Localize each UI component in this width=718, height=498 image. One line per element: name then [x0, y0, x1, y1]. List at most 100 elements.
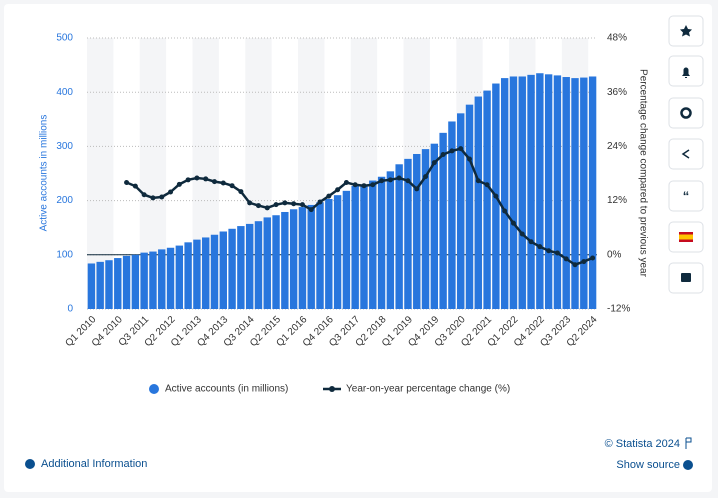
y-tick-label: 0	[67, 304, 73, 315]
bar	[500, 78, 509, 309]
copyright[interactable]: © Statista 2024	[605, 438, 680, 450]
point	[308, 207, 314, 213]
legend-label[interactable]: Active accounts (in millions)	[165, 384, 288, 395]
point	[458, 146, 464, 152]
point	[502, 208, 508, 214]
bar	[325, 198, 333, 309]
y-tick-label: 100	[56, 249, 73, 260]
point	[132, 183, 138, 189]
point	[449, 148, 455, 154]
point	[291, 201, 297, 207]
bar	[166, 247, 175, 309]
point	[554, 250, 560, 256]
point	[581, 259, 587, 265]
bar	[369, 180, 377, 309]
bar	[105, 260, 113, 309]
bar	[439, 132, 447, 309]
bar	[421, 149, 430, 309]
y-tick-label: 200	[56, 195, 73, 206]
bar	[448, 121, 456, 309]
point	[317, 199, 323, 205]
bar	[281, 211, 289, 309]
point	[379, 178, 385, 184]
bar	[465, 104, 474, 309]
bar	[87, 263, 96, 309]
y-axis-title: Active accounts in millions	[39, 115, 50, 232]
bar	[237, 226, 245, 309]
y2-tick-label: 0%	[607, 249, 622, 260]
bar	[263, 217, 271, 309]
bar	[333, 195, 342, 309]
point	[475, 178, 481, 184]
bar	[377, 176, 386, 309]
y-tick-label: 400	[56, 87, 73, 98]
gear-icon	[680, 107, 692, 119]
legend-swatch	[149, 384, 159, 394]
point	[405, 178, 411, 184]
point	[159, 194, 165, 200]
settings-button[interactable]	[668, 97, 704, 129]
bar	[351, 185, 359, 309]
point	[414, 186, 420, 192]
point	[255, 203, 261, 209]
point	[168, 189, 174, 195]
bar	[360, 184, 368, 309]
bar	[474, 96, 482, 309]
quote-icon: “	[683, 188, 690, 203]
bar	[553, 75, 562, 309]
sidebar: “	[668, 15, 704, 294]
bar	[536, 73, 544, 309]
point	[124, 180, 130, 186]
legend-label[interactable]: Year-on-year percentage change (%)	[346, 384, 510, 395]
bar	[210, 234, 219, 309]
share-button[interactable]	[668, 138, 704, 170]
y-tick-label: 300	[56, 141, 73, 152]
bar	[404, 158, 412, 309]
info-icon	[683, 460, 693, 470]
bar	[518, 76, 526, 310]
bar	[571, 78, 579, 309]
additional-information[interactable]: Additional Information	[41, 458, 147, 470]
point	[273, 202, 279, 208]
bell-icon	[682, 67, 690, 78]
bar	[588, 76, 597, 310]
bar	[483, 90, 491, 309]
point	[467, 156, 472, 162]
bar	[430, 143, 439, 309]
point	[343, 180, 349, 186]
bar	[413, 153, 421, 309]
show-source[interactable]: Show source	[616, 459, 680, 471]
bar	[245, 223, 254, 309]
point	[326, 193, 332, 199]
y-tick-label: 500	[56, 33, 73, 44]
point	[352, 182, 358, 188]
bar	[184, 242, 192, 309]
point	[510, 220, 516, 226]
legend-swatch	[329, 386, 335, 392]
cite-button[interactable]	[668, 180, 704, 212]
bar	[509, 76, 518, 310]
point	[361, 183, 367, 189]
point	[141, 192, 147, 198]
flag-icon	[685, 437, 692, 449]
point	[563, 256, 569, 262]
bar	[316, 202, 324, 309]
bar	[140, 252, 148, 309]
y2-tick-label: 48%	[607, 33, 627, 44]
bar	[114, 258, 122, 309]
point	[423, 174, 429, 180]
point	[396, 175, 402, 181]
bar	[149, 251, 157, 309]
point	[528, 239, 534, 245]
bar	[457, 113, 465, 309]
point	[335, 187, 341, 193]
point	[299, 202, 305, 208]
share-icon	[681, 149, 690, 159]
bar	[254, 221, 263, 309]
point	[546, 248, 552, 254]
point	[370, 182, 376, 188]
bar	[395, 164, 403, 309]
point	[590, 255, 596, 261]
bar	[289, 209, 298, 309]
point	[387, 177, 393, 183]
